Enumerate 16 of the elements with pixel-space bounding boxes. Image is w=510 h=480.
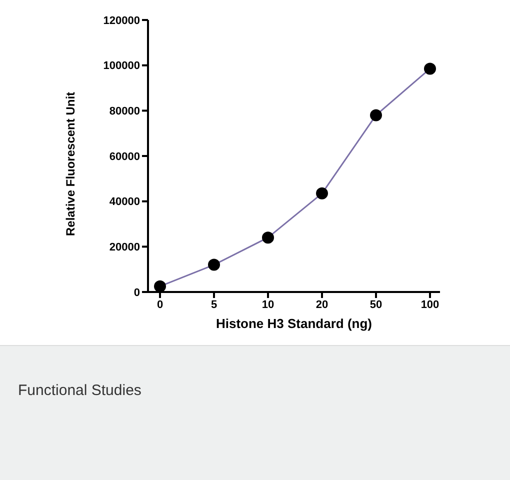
- y-tick-label: 40000: [109, 196, 140, 208]
- y-tick-label: 60000: [109, 150, 140, 163]
- x-tick-label: 20: [316, 298, 328, 311]
- x-axis-title: Histone H3 Standard (ng): [216, 316, 372, 331]
- x-tick-label: 0: [156, 298, 164, 311]
- y-tick-label: 120000: [103, 14, 140, 27]
- x-tick-label: 10: [262, 298, 274, 311]
- y-tick-label: 20000: [109, 242, 140, 254]
- y-axis-title: Relative Fluorescent Unit: [63, 92, 78, 236]
- x-tick-label: 5: [210, 298, 218, 311]
- y-tick-label: 100000: [103, 60, 140, 72]
- y-tick-label: 0: [134, 286, 140, 299]
- text: Functional Studies: [18, 382, 142, 399]
- x-tick-label: 100: [420, 298, 440, 311]
- y-tick-label: 80000: [109, 106, 140, 118]
- x-tick-label: 50: [370, 298, 382, 311]
